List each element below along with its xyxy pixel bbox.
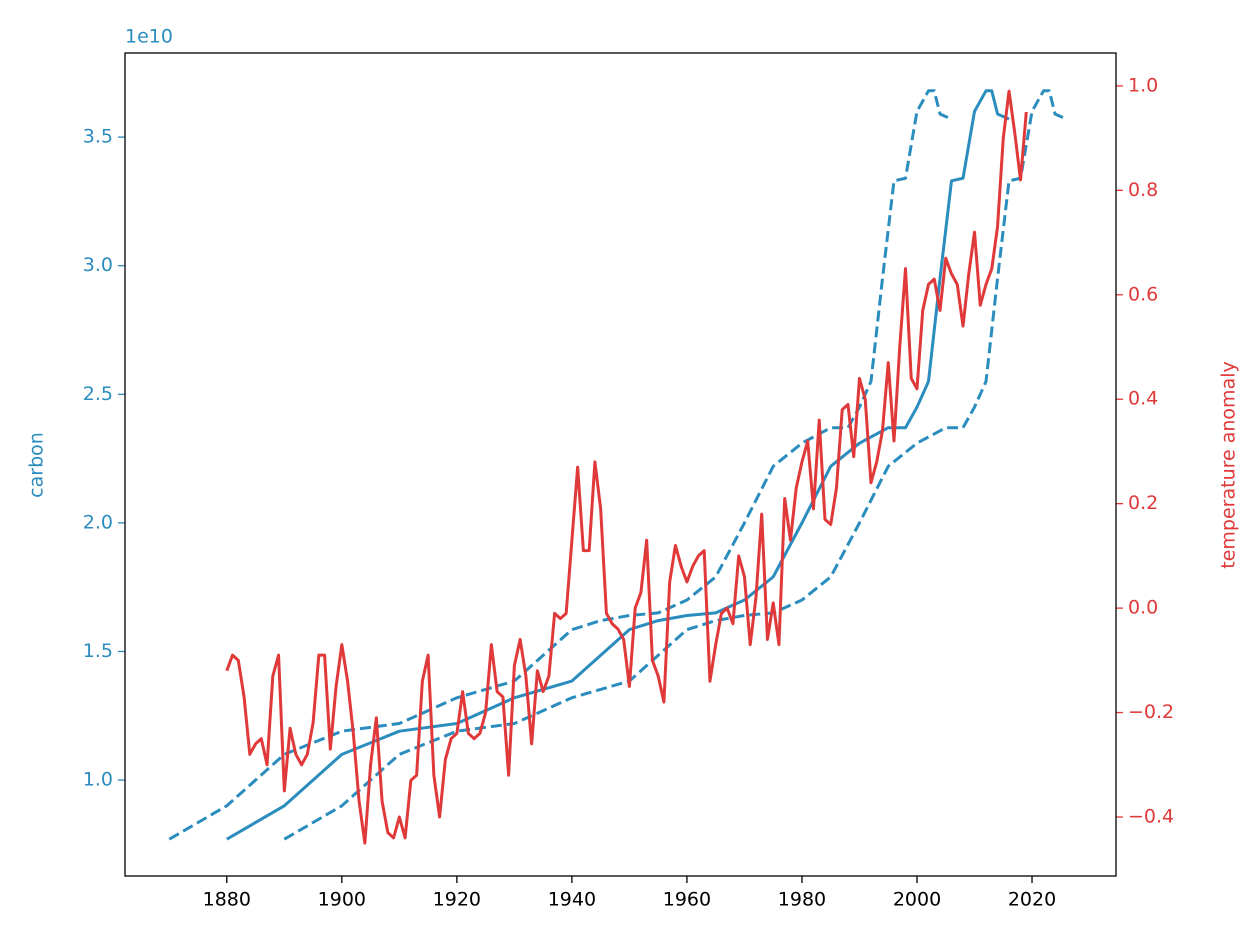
line (225, 89, 1028, 845)
x-tick-label: 1920 (433, 889, 481, 911)
x-tick-label: 2020 (1008, 889, 1056, 911)
y-tick-label: 2.5 (83, 383, 113, 405)
dashed-line (283, 89, 1068, 841)
y2-tick-label: −0.2 (1128, 701, 1174, 723)
y2-tick-label: −0.4 (1128, 805, 1174, 827)
x-tick-label: 1940 (548, 889, 596, 911)
y-tick-label: 3.5 (83, 126, 113, 148)
y2-tick-label: 0.4 (1128, 388, 1158, 410)
y-tick-label: 1.0 (83, 769, 113, 791)
y-axis-label: carbon (26, 432, 48, 498)
x-tick-label: 1960 (663, 889, 711, 911)
y-tick-label: 1.5 (83, 640, 113, 662)
y-offset-label: 1e10 (125, 26, 173, 48)
y2-tick-label: 0.8 (1128, 179, 1158, 201)
plot-frame (124, 52, 1117, 877)
dashed-line (168, 89, 953, 841)
y2-tick-label: 0.2 (1128, 492, 1158, 514)
x-tick-label: 2000 (893, 889, 941, 911)
x-tick-label: 1900 (318, 889, 366, 911)
y-tick-label: 3.0 (83, 254, 113, 276)
y2-tick-label: 1.0 (1128, 74, 1158, 96)
y2-axis-label: temperature anomaly (1218, 361, 1240, 568)
y2-tick-label: 0.0 (1128, 597, 1158, 619)
y2-tick-label: 0.6 (1128, 283, 1158, 305)
x-tick-label: 1880 (203, 889, 251, 911)
x-tick-label: 1980 (778, 889, 826, 911)
y-tick-label: 2.0 (83, 511, 113, 533)
